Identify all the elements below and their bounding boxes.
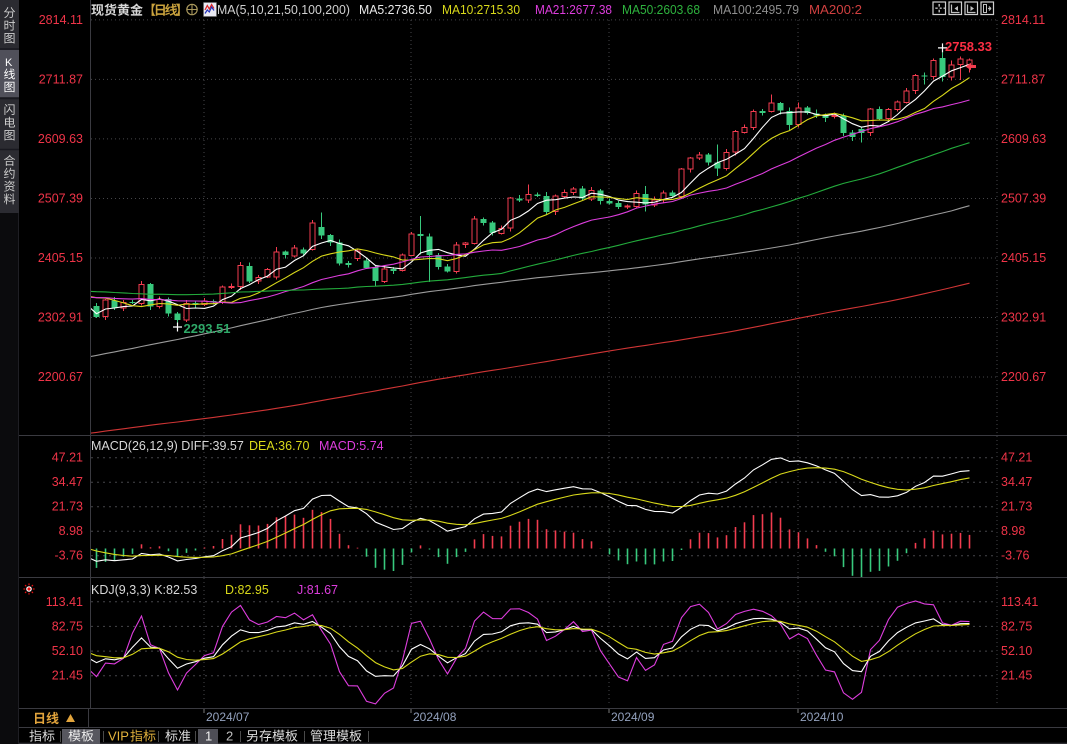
svg-text:113.41: 113.41 bbox=[46, 595, 83, 609]
svg-text:2302.91: 2302.91 bbox=[38, 311, 83, 325]
svg-text:MACD(26,12,9) DIFF:39.57: MACD(26,12,9) DIFF:39.57 bbox=[91, 439, 244, 453]
svg-text:2507.39: 2507.39 bbox=[1001, 192, 1046, 206]
svg-text:MA10:2715.30: MA10:2715.30 bbox=[442, 3, 520, 17]
svg-text:2507.39: 2507.39 bbox=[38, 192, 83, 206]
svg-text:52.10: 52.10 bbox=[1001, 644, 1032, 658]
svg-text:2609.63: 2609.63 bbox=[1001, 132, 1046, 146]
svg-text:MA200:2: MA200:2 bbox=[809, 3, 862, 17]
svg-text:2405.15: 2405.15 bbox=[1001, 251, 1046, 265]
svg-text:1: 1 bbox=[205, 729, 212, 744]
svg-text:82.75: 82.75 bbox=[52, 619, 83, 633]
svg-text:MA100:2495.79: MA100:2495.79 bbox=[713, 3, 799, 17]
svg-text:MA21:2677.38: MA21:2677.38 bbox=[535, 3, 612, 17]
svg-text:2200.67: 2200.67 bbox=[1001, 370, 1046, 384]
svg-text:2711.87: 2711.87 bbox=[39, 72, 83, 86]
svg-text:2024/08: 2024/08 bbox=[413, 710, 457, 724]
svg-text:113.41: 113.41 bbox=[1001, 595, 1038, 609]
svg-text:8.98: 8.98 bbox=[1001, 524, 1025, 538]
svg-text:21.45: 21.45 bbox=[52, 669, 83, 683]
svg-text:-3.76: -3.76 bbox=[55, 549, 84, 563]
svg-text:VIP: VIP bbox=[108, 729, 129, 744]
svg-text:J:81.67: J:81.67 bbox=[297, 583, 338, 597]
svg-text:21.73: 21.73 bbox=[1001, 500, 1032, 514]
svg-text:52.10: 52.10 bbox=[52, 644, 83, 658]
svg-text:21.45: 21.45 bbox=[1001, 669, 1032, 683]
svg-text:DEA:36.70: DEA:36.70 bbox=[249, 439, 310, 453]
svg-text:2711.87: 2711.87 bbox=[1001, 72, 1045, 86]
svg-text:2024/10: 2024/10 bbox=[800, 710, 844, 724]
svg-text:MA5:2736.50: MA5:2736.50 bbox=[359, 3, 432, 17]
svg-text:KDJ(9,3,3) K:82.53: KDJ(9,3,3) K:82.53 bbox=[91, 583, 197, 597]
svg-text:D:82.95: D:82.95 bbox=[225, 583, 269, 597]
svg-text:82.75: 82.75 bbox=[1001, 619, 1032, 633]
svg-text:MA50:2603.68: MA50:2603.68 bbox=[622, 3, 700, 17]
svg-text:21.73: 21.73 bbox=[52, 500, 83, 514]
svg-text:MACD:5.74: MACD:5.74 bbox=[319, 439, 384, 453]
svg-text:K: K bbox=[5, 57, 13, 69]
svg-text:2293.51: 2293.51 bbox=[184, 321, 231, 336]
svg-text:2200.67: 2200.67 bbox=[38, 370, 83, 384]
svg-text:2814.11: 2814.11 bbox=[39, 13, 83, 27]
svg-text:-3.76: -3.76 bbox=[1001, 549, 1030, 563]
svg-text:2024/07: 2024/07 bbox=[206, 710, 250, 724]
svg-text:2609.63: 2609.63 bbox=[38, 132, 83, 146]
svg-text:47.21: 47.21 bbox=[52, 451, 83, 465]
svg-text:34.47: 34.47 bbox=[52, 475, 83, 489]
svg-text:34.47: 34.47 bbox=[1001, 475, 1032, 489]
svg-text:2758.33: 2758.33 bbox=[945, 39, 992, 54]
svg-text:2302.91: 2302.91 bbox=[1001, 311, 1046, 325]
svg-text:47.21: 47.21 bbox=[1001, 451, 1032, 465]
svg-text:2: 2 bbox=[226, 729, 233, 744]
svg-text:2024/09: 2024/09 bbox=[611, 710, 655, 724]
svg-text:2814.11: 2814.11 bbox=[1001, 13, 1045, 27]
svg-text:MA(5,10,21,50,100,200): MA(5,10,21,50,100,200) bbox=[217, 3, 350, 17]
svg-text:8.98: 8.98 bbox=[59, 524, 83, 538]
svg-text:2405.15: 2405.15 bbox=[38, 251, 83, 265]
